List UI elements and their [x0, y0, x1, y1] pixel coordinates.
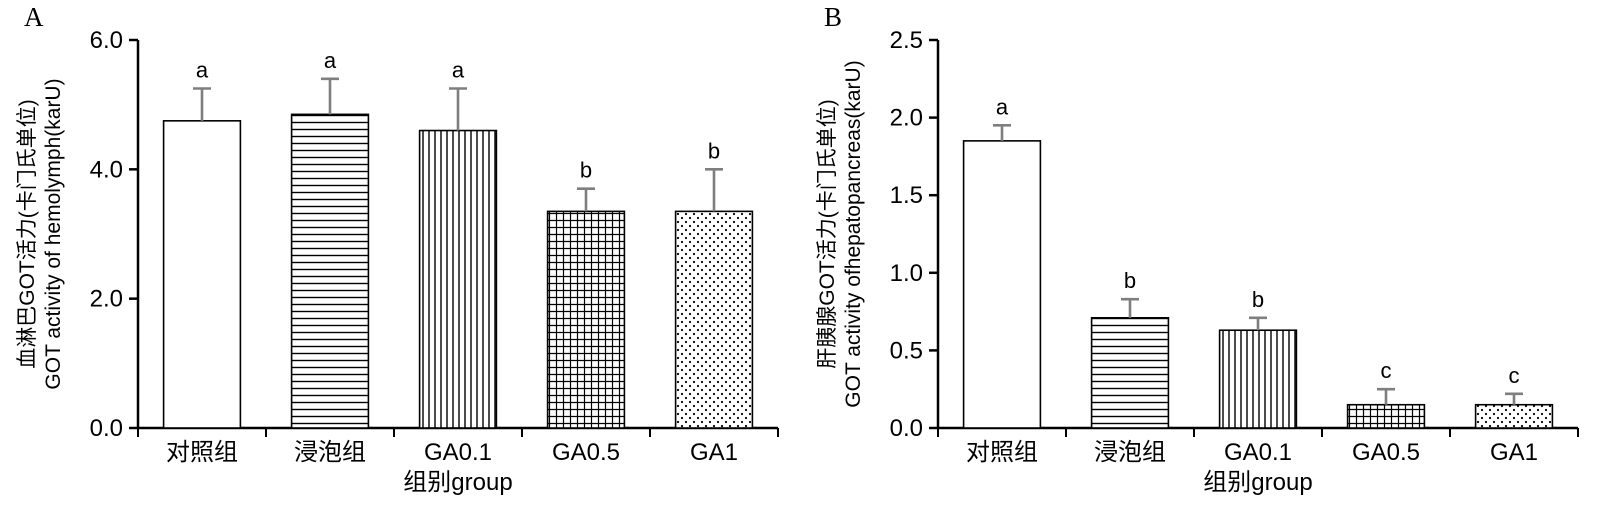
panel-label-b: B	[824, 2, 843, 32]
panel-label-a: A	[24, 2, 44, 32]
sig-letter: b	[580, 158, 592, 183]
y-axis-title-line2: GOT activity ofhepatopancreas(karU)	[842, 60, 865, 407]
y-tick-label: 1.0	[890, 260, 923, 287]
bar-GA0.1	[418, 129, 498, 429]
x-axis-title: 组别group	[403, 469, 512, 496]
sig-letter: b	[1124, 268, 1136, 293]
y-tick-label: 6.0	[90, 27, 123, 54]
sig-letter: c	[1509, 363, 1520, 388]
y-tick-label: 2.0	[90, 286, 123, 313]
x-category-label: GA0.5	[552, 439, 620, 466]
bar-对照组	[962, 140, 1042, 429]
y-axis-title-line1: 血淋巴GOT活力(卡门氏单位)	[16, 99, 39, 368]
y-tick-label: 0.0	[90, 415, 123, 442]
x-category-label: GA0.1	[1224, 439, 1292, 466]
chart-panel-b: B 0.0 0.5 1.0 1.5 2.0 2.5 a 对照组 b 浸泡组 b GA0.1 c GA0.5…	[800, 0, 1600, 516]
bar-chart-hemolymph: 0.0 2.0 4.0 6.0 a 对照组 a 浸泡组 a GA0.1 b GA0.5 b GA1 组别gr…	[16, 27, 779, 496]
bar-GA0.5	[1346, 403, 1426, 429]
sig-letter: c	[1381, 358, 1392, 383]
y-tick-label: 0.0	[890, 415, 923, 442]
bar-GA0.1	[1218, 329, 1298, 429]
x-category-label: GA0.5	[1352, 439, 1420, 466]
x-category-label: 对照组	[966, 439, 1038, 466]
bar-浸泡组	[290, 113, 370, 429]
sig-letter: a	[196, 58, 209, 83]
x-category-label: 对照组	[166, 439, 238, 466]
bar-对照组	[162, 120, 242, 429]
x-category-label: GA1	[1490, 439, 1538, 466]
y-axis-title-line1: 肝胰腺GOT活力(卡门氏单位)	[816, 99, 839, 368]
y-tick-label: 0.5	[890, 337, 923, 364]
y-axis-title-line2: GOT activity of hemolymph(karU)	[42, 78, 65, 389]
y-tick-label: 1.5	[890, 182, 923, 209]
y-tick-label: 4.0	[90, 156, 123, 183]
x-category-label: 浸泡组	[1094, 439, 1166, 466]
sig-letter: a	[452, 58, 465, 83]
sig-letter: b	[708, 138, 720, 163]
x-category-label: 浸泡组	[294, 439, 366, 466]
bar-chart-hepatopancreas: 0.0 0.5 1.0 1.5 2.0 2.5 a 对照组 b 浸泡组 b GA0.1 c GA0.5 c G…	[816, 27, 1579, 496]
sig-letter: b	[1252, 287, 1264, 312]
bar-GA1	[1474, 403, 1554, 429]
x-category-label: GA1	[690, 439, 738, 466]
sig-letter: a	[996, 94, 1009, 119]
x-axis-title: 组别group	[1203, 469, 1312, 496]
y-tick-label: 2.0	[890, 105, 923, 132]
sig-letter: a	[324, 48, 337, 73]
bar-GA0.5	[546, 210, 626, 429]
bar-浸泡组	[1090, 317, 1170, 429]
bar-GA1	[674, 210, 754, 429]
x-category-label: GA0.1	[424, 439, 492, 466]
chart-panel-a: A 0.0 2.0 4.0 6.0 a 对照组 a 浸泡组 a GA0.1 b GA0.5 b GA1 组别…	[16, 2, 779, 496]
y-tick-label: 2.5	[890, 27, 923, 54]
